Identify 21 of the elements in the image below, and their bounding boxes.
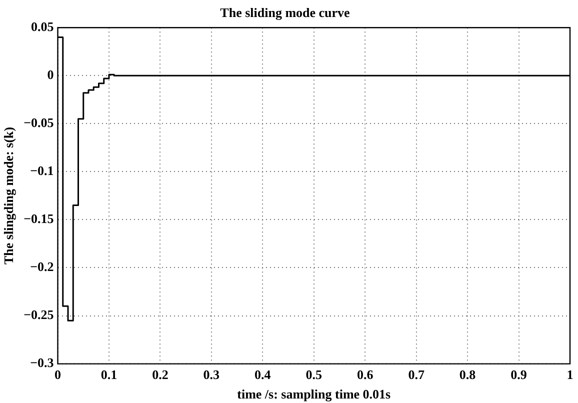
x-tick-label: 0.2: [152, 366, 168, 382]
x-tick-label: 0.4: [254, 366, 272, 382]
y-tick-label: −0.3: [30, 355, 54, 370]
chart-title: The sliding mode curve: [220, 5, 350, 20]
x-tick-label: 0.8: [459, 366, 476, 382]
x-tick-label: 0.5: [306, 366, 323, 382]
y-tick-label: 0: [47, 66, 54, 82]
x-tick-label: 0.3: [203, 366, 220, 382]
x-tick-label: 0.9: [510, 366, 528, 382]
x-tick-label: 0.7: [408, 366, 425, 382]
y-tick-label: 0.05: [31, 18, 54, 34]
y-tick-label: −0.1: [30, 163, 54, 178]
x-tick-label: 1: [566, 366, 574, 382]
y-axis-title: The slingding mode: s(k): [1, 126, 16, 265]
x-tick-label: 0.6: [356, 366, 374, 382]
y-tick-label: −0.2: [30, 259, 54, 274]
x-axis-title: time /s: sampling time 0.01s: [237, 386, 391, 402]
y-tick-label: −0.15: [24, 211, 54, 226]
x-tick-label: 0.1: [100, 366, 118, 382]
y-tick-label: −0.05: [24, 115, 54, 130]
y-tick-label: −0.25: [24, 307, 54, 322]
